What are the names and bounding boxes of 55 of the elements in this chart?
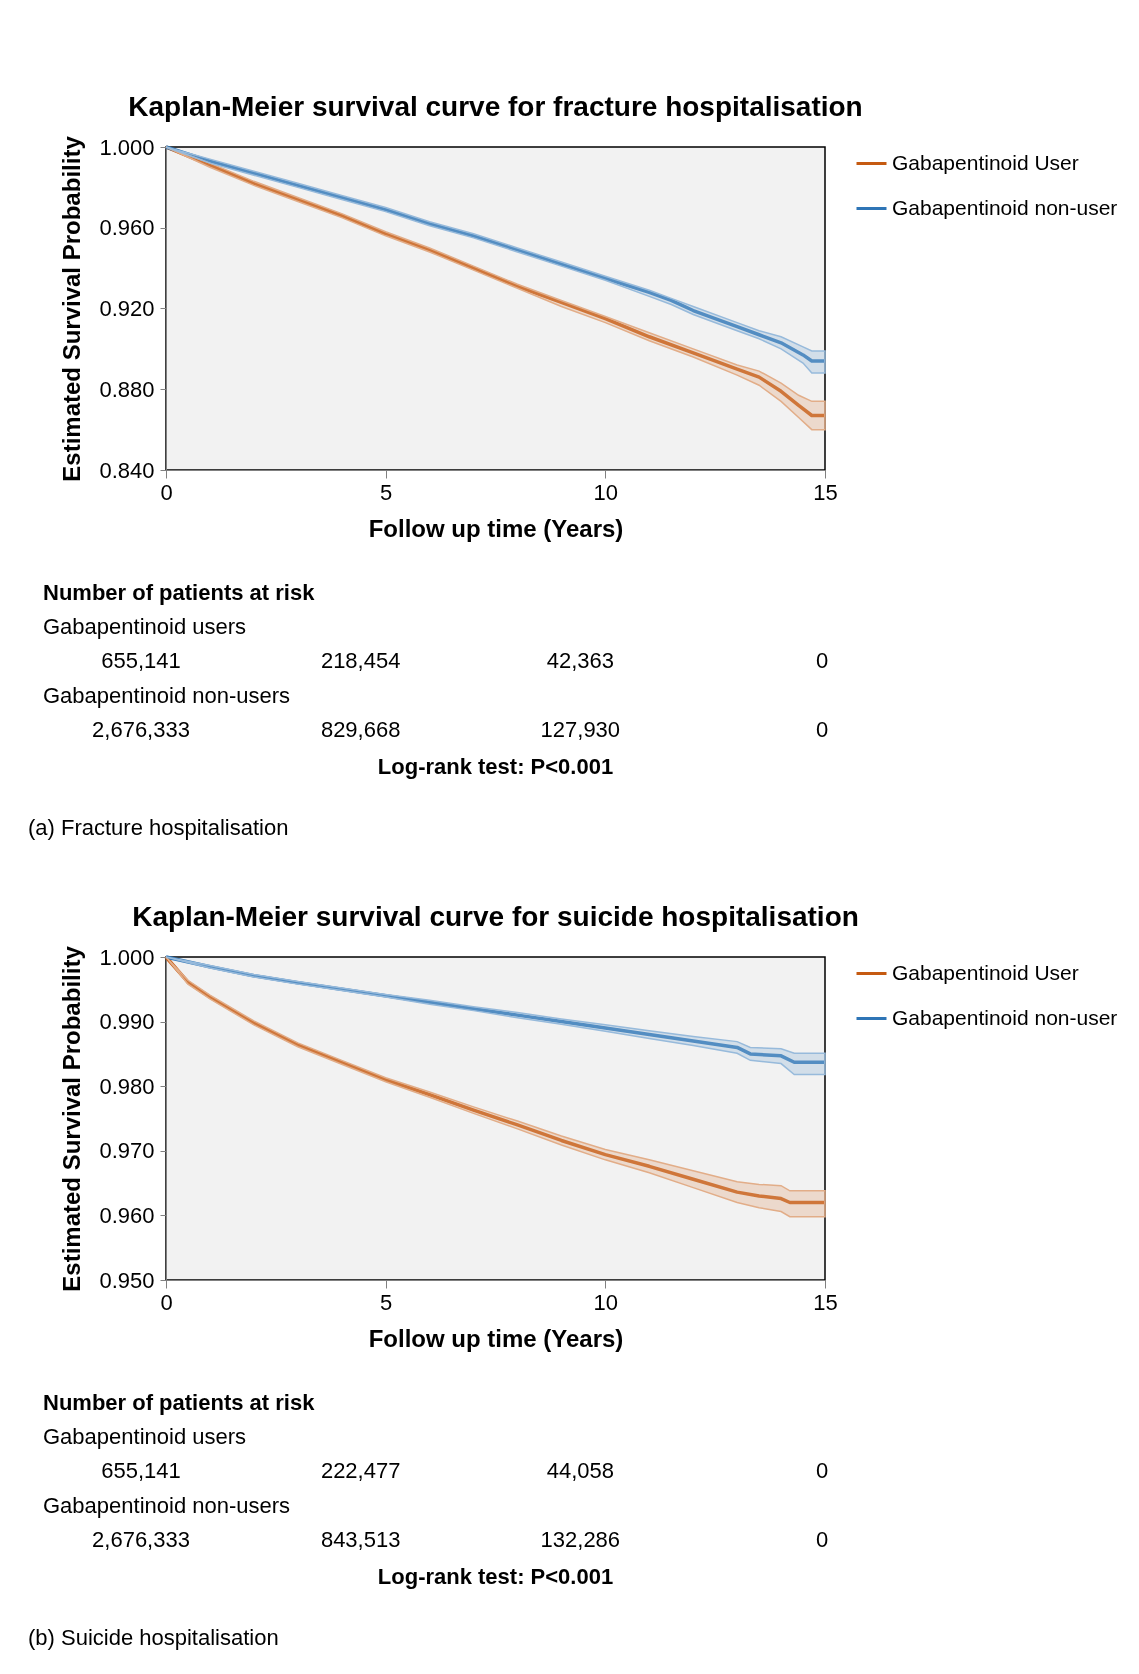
chart-title: Kaplan-Meier survival curve for fracture hospitalisation xyxy=(128,90,863,122)
legend-label: Gabapentinoid non-user xyxy=(892,1005,1118,1029)
y-tick-label: 0.840 xyxy=(99,457,155,483)
text: (b) Suicide hospitalisation xyxy=(28,1625,279,1651)
x-tick-label: 10 xyxy=(593,479,619,505)
y-axis-title: Estimated Survival Probability xyxy=(58,945,86,1292)
x-tick-label: 15 xyxy=(813,479,838,505)
legend-label: Gabapentinoid User xyxy=(892,150,1079,174)
text: 127,930 xyxy=(540,717,621,743)
y-tick-label: 0.880 xyxy=(99,376,155,402)
x-tick-label: 5 xyxy=(380,479,393,505)
text: 829,668 xyxy=(320,717,401,743)
chart-title: Kaplan-Meier survival curve for suicide hospitalisation xyxy=(132,900,859,932)
x-tick-label: 10 xyxy=(593,1289,619,1315)
text: 2,676,333 xyxy=(92,717,190,743)
text: Log-rank test: P<0.001 xyxy=(377,754,614,780)
text: 655,141 xyxy=(101,1458,181,1484)
text: 655,141 xyxy=(101,648,181,674)
y-tick-label: 1.000 xyxy=(99,944,155,970)
text: 0 xyxy=(815,1527,829,1553)
y-tick-label: 1.000 xyxy=(99,134,155,160)
y-tick-label: 0.980 xyxy=(99,1073,155,1099)
text: Log-rank test: P<0.001 xyxy=(377,1564,614,1590)
y-tick-label: 0.990 xyxy=(99,1009,155,1035)
text: Number of patients at risk xyxy=(43,1390,315,1416)
text: 843,513 xyxy=(320,1527,401,1553)
x-axis-title: Follow up time (Years) xyxy=(368,514,624,542)
text: 2,676,333 xyxy=(92,1527,190,1553)
text: (a) Fracture hospitalisation xyxy=(28,815,289,841)
y-tick-label: 0.920 xyxy=(99,296,155,321)
y-tick-label: 0.960 xyxy=(99,1202,155,1228)
text: Gabapentinoid users xyxy=(43,614,247,640)
text: Gabapentinoid non-users xyxy=(43,683,291,709)
y-tick-label: 0.970 xyxy=(99,1138,155,1164)
x-tick-label: 0 xyxy=(160,479,173,505)
legend-label: Gabapentinoid User xyxy=(892,960,1079,984)
x-tick-label: 0 xyxy=(160,1289,173,1315)
text: 0 xyxy=(815,717,829,743)
text: 132,286 xyxy=(540,1527,621,1553)
text: 44,058 xyxy=(546,1458,614,1484)
text: 0 xyxy=(815,648,829,674)
y-tick-label: 0.950 xyxy=(99,1267,155,1293)
text: 0 xyxy=(815,1458,829,1484)
legend-label: Gabapentinoid non-user xyxy=(892,195,1118,219)
text: Gabapentinoid non-users xyxy=(43,1493,291,1519)
y-tick-label: 0.960 xyxy=(99,215,155,241)
text: 218,454 xyxy=(320,648,401,674)
text: Number of patients at risk xyxy=(43,580,315,606)
text: Gabapentinoid users xyxy=(43,1424,247,1450)
y-axis-title: Estimated Survival Probability xyxy=(58,135,86,482)
text: 222,477 xyxy=(320,1458,401,1484)
x-tick-label: 15 xyxy=(813,1289,838,1315)
x-axis-title: Follow up time (Years) xyxy=(368,1324,624,1352)
x-tick-label: 5 xyxy=(380,1289,393,1315)
text: 42,363 xyxy=(546,648,614,674)
